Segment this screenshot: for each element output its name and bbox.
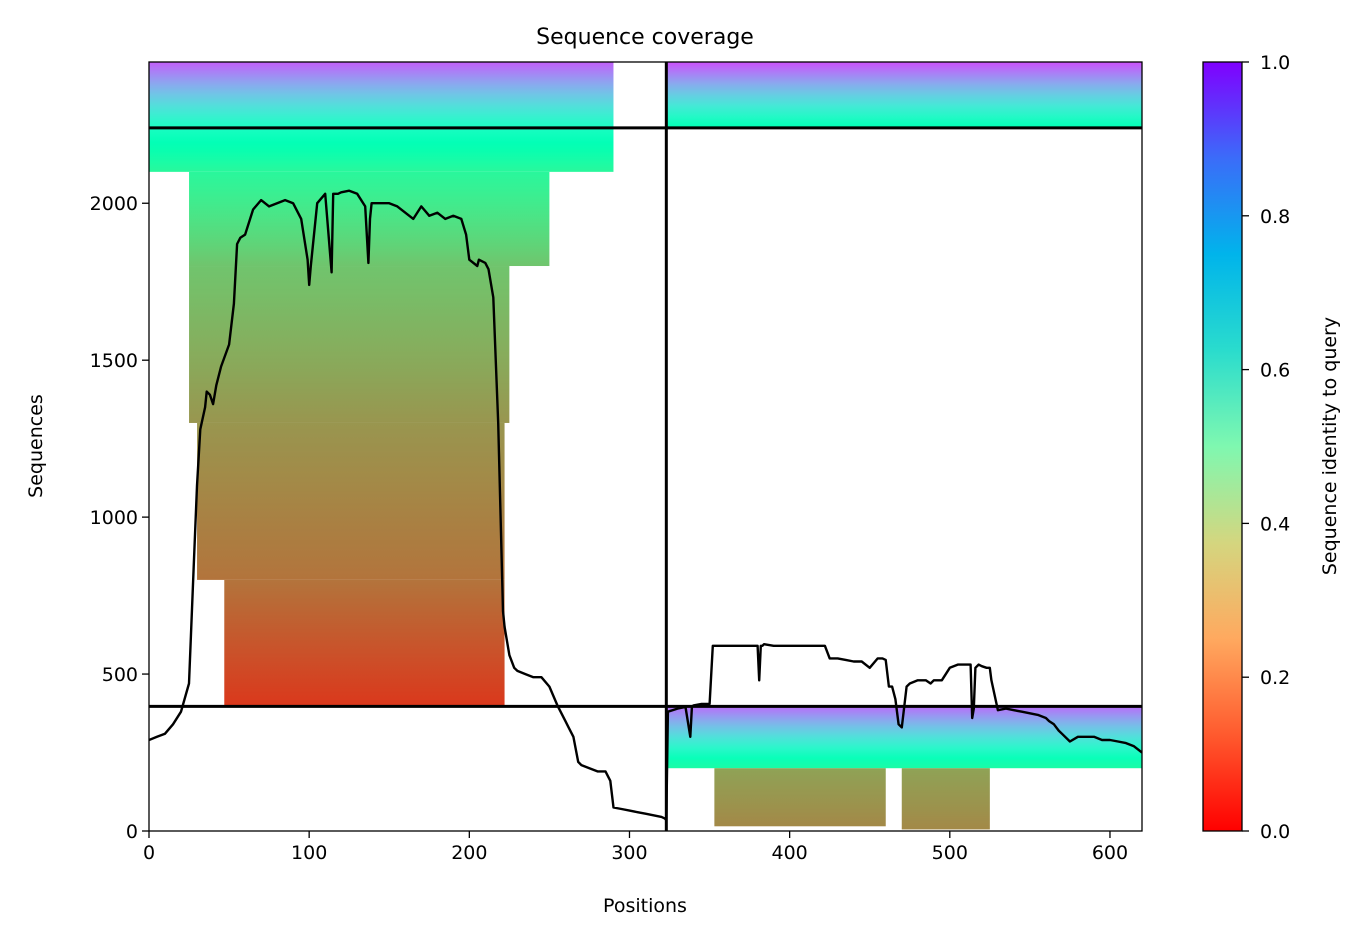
plot-frame bbox=[148, 61, 1143, 832]
y-axis-ticks: 0 500 1000 1500 2000 bbox=[90, 193, 149, 843]
colorbar-tick-label: 0.6 bbox=[1260, 360, 1290, 382]
coverage-block bbox=[901, 768, 990, 830]
x-tick-label: 600 bbox=[1092, 842, 1128, 864]
colorbar-label: Sequence identity to query bbox=[1319, 317, 1341, 575]
y-tick-label: 500 bbox=[102, 664, 138, 686]
colorbar-tick-label: 0.4 bbox=[1260, 513, 1290, 535]
x-axis-ticks: 0 100 200 300 400 500 600 bbox=[143, 831, 1128, 864]
coverage-blocks bbox=[149, 62, 1142, 830]
colorbar-tick-label: 0.8 bbox=[1260, 206, 1290, 228]
x-tick-label: 100 bbox=[291, 842, 327, 864]
colorbar-tick-label: 1.0 bbox=[1260, 52, 1290, 74]
colorbar-ticks: 0.0 0.2 0.4 0.6 0.8 1.0 bbox=[1242, 52, 1290, 843]
x-axis-label: Positions bbox=[603, 895, 687, 917]
coverage-block bbox=[189, 266, 510, 423]
coverage-block bbox=[149, 127, 614, 172]
y-axis-label: Sequences bbox=[25, 394, 47, 498]
coverage-line bbox=[149, 189, 1142, 822]
chart-title: Sequence coverage bbox=[536, 25, 754, 50]
colorbar-tick-label: 0.2 bbox=[1260, 667, 1290, 689]
coverage-block bbox=[149, 62, 614, 128]
coverage-block bbox=[666, 62, 1142, 128]
colorbar: 0.0 0.2 0.4 0.6 0.8 1.0 Sequence identity to … bbox=[1202, 52, 1341, 843]
y-tick-label: 2000 bbox=[90, 193, 138, 215]
coverage-block bbox=[224, 579, 505, 707]
colorbar-tick-label: 0.0 bbox=[1260, 821, 1290, 843]
chain-boundaries bbox=[149, 62, 1142, 831]
y-tick-label: 0 bbox=[126, 821, 138, 843]
plot-area bbox=[149, 62, 1142, 831]
x-tick-label: 0 bbox=[143, 842, 155, 864]
x-tick-label: 300 bbox=[611, 842, 647, 864]
colorbar-gradient bbox=[1202, 61, 1243, 832]
coverage-block bbox=[714, 768, 886, 827]
y-tick-label: 1500 bbox=[90, 350, 138, 372]
coverage-block bbox=[197, 422, 505, 580]
x-tick-label: 200 bbox=[451, 842, 487, 864]
x-tick-label: 400 bbox=[772, 842, 808, 864]
x-tick-label: 500 bbox=[932, 842, 968, 864]
y-tick-label: 1000 bbox=[90, 507, 138, 529]
